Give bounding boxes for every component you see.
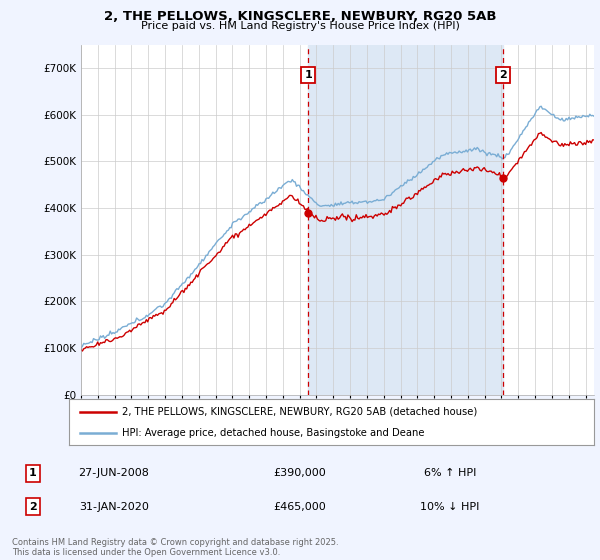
Text: Price paid vs. HM Land Registry's House Price Index (HPI): Price paid vs. HM Land Registry's House … xyxy=(140,21,460,31)
Text: £390,000: £390,000 xyxy=(274,468,326,478)
Text: 1: 1 xyxy=(304,70,312,80)
Text: HPI: Average price, detached house, Basingstoke and Deane: HPI: Average price, detached house, Basi… xyxy=(121,428,424,438)
Text: 2: 2 xyxy=(29,502,37,512)
Text: 1: 1 xyxy=(29,468,37,478)
Text: 31-JAN-2020: 31-JAN-2020 xyxy=(79,502,149,512)
Text: 10% ↓ HPI: 10% ↓ HPI xyxy=(421,502,479,512)
Text: 2, THE PELLOWS, KINGSCLERE, NEWBURY, RG20 5AB (detached house): 2, THE PELLOWS, KINGSCLERE, NEWBURY, RG2… xyxy=(121,407,477,417)
Text: Contains HM Land Registry data © Crown copyright and database right 2025.
This d: Contains HM Land Registry data © Crown c… xyxy=(12,538,338,557)
Bar xyxy=(308,45,503,395)
Text: 2, THE PELLOWS, KINGSCLERE, NEWBURY, RG20 5AB: 2, THE PELLOWS, KINGSCLERE, NEWBURY, RG2… xyxy=(104,10,496,22)
Text: £465,000: £465,000 xyxy=(274,502,326,512)
Text: 2: 2 xyxy=(499,70,507,80)
Text: 6% ↑ HPI: 6% ↑ HPI xyxy=(424,468,476,478)
Text: 27-JUN-2008: 27-JUN-2008 xyxy=(79,468,149,478)
